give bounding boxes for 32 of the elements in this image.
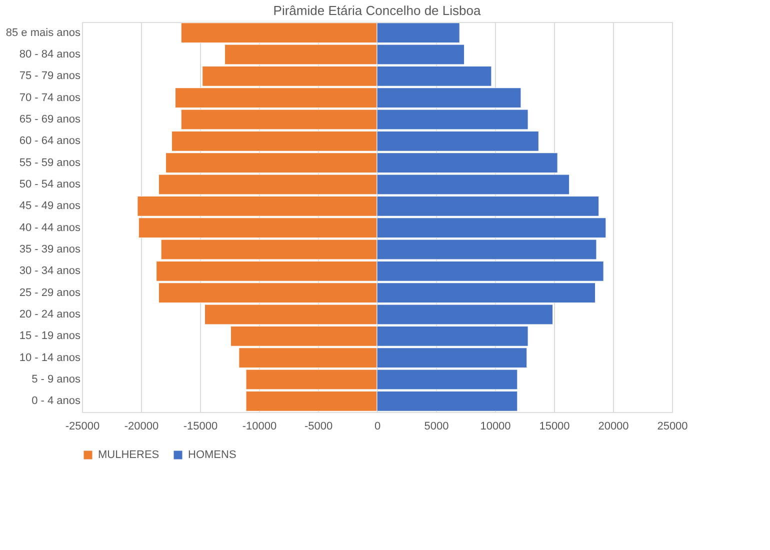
chart-title: Pirâmide Etária Concelho de Lisboa xyxy=(273,3,482,18)
y-tick-label: 45 - 49 anos xyxy=(19,200,81,212)
legend-label: MULHERES xyxy=(98,449,160,461)
y-tick-label: 20 - 24 anos xyxy=(19,308,81,320)
y-tick-label: 75 - 79 anos xyxy=(19,70,81,82)
y-tick-label: 60 - 64 anos xyxy=(19,135,81,148)
y-tick-label: 5 - 9 anos xyxy=(32,374,81,386)
y-tick-label: 80 - 84 anos xyxy=(19,48,81,60)
y-tick-label: 70 - 74 anos xyxy=(19,92,81,104)
y-tick-label: 85 e mais anos xyxy=(6,26,81,39)
x-tick-label: -20000 xyxy=(124,420,159,432)
y-tick-label: 65 - 69 anos xyxy=(19,114,81,126)
x-tick-label: 10000 xyxy=(480,420,511,432)
y-tick-label: 25 - 29 anos xyxy=(19,286,81,299)
y-tick-label: 0 - 4 anos xyxy=(32,395,81,408)
x-tick-label: 5000 xyxy=(424,420,449,432)
x-tick-label: -5000 xyxy=(304,420,333,432)
x-tick-label: 0 xyxy=(374,420,381,432)
legend-label: HOMENS xyxy=(188,449,236,461)
y-tick-label: 55 - 59 anos xyxy=(19,156,81,169)
y-tick-label: 50 - 54 anos xyxy=(19,178,81,190)
y-tick-label: 10 - 14 anos xyxy=(19,352,81,364)
x-tick-label: -15000 xyxy=(183,420,218,432)
y-tick-label: 30 - 34 anos xyxy=(19,265,81,278)
x-tick-label: 25000 xyxy=(657,420,688,432)
y-tick-label: 35 - 39 anos xyxy=(19,244,81,256)
y-tick-label: 40 - 44 anos xyxy=(19,222,81,234)
x-tick-label: 20000 xyxy=(598,420,629,432)
x-tick-label: -10000 xyxy=(242,420,277,432)
y-tick-label: 15 - 19 anos xyxy=(19,330,81,342)
x-tick-label: -25000 xyxy=(65,420,100,432)
x-tick-label: 15000 xyxy=(539,420,570,432)
